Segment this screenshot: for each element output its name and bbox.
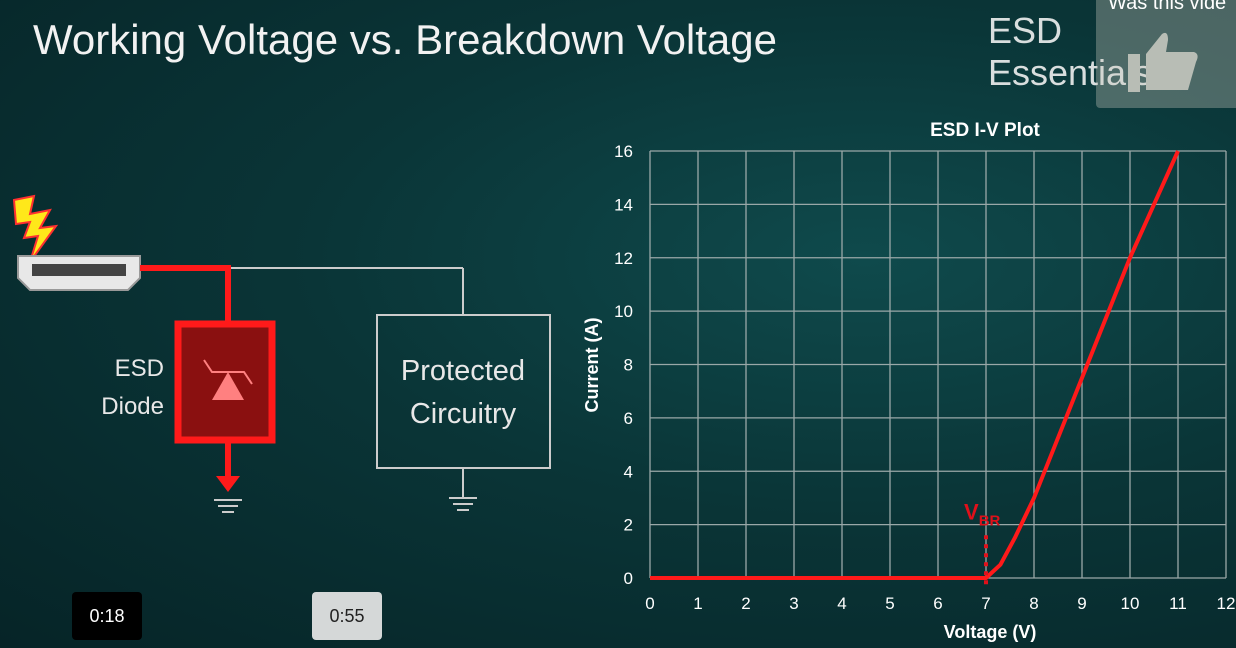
- x-tick-label: 2: [741, 594, 750, 613]
- y-tick-label: 10: [614, 302, 633, 321]
- iv-curve: [650, 150, 1180, 580]
- lightning-icon: [12, 194, 59, 263]
- x-tick-label: 8: [1029, 594, 1038, 613]
- x-tick-label: 0: [645, 594, 654, 613]
- y-axis-label: Current (A): [582, 318, 602, 413]
- thumbs-up-icon[interactable]: [1128, 30, 1200, 94]
- x-tick-label: 4: [837, 594, 846, 613]
- tvs-diode-icon: [203, 359, 253, 400]
- slide-title: Working Voltage vs. Breakdown Voltage: [33, 16, 778, 63]
- x-tick-label: 3: [789, 594, 798, 613]
- x-tick-label: 6: [933, 594, 942, 613]
- x-tick-label: 5: [885, 594, 894, 613]
- circuit-label-1: Protected: [401, 355, 525, 387]
- y-tick-label: 12: [614, 249, 633, 268]
- y-tick-label: 6: [624, 409, 633, 428]
- y-tick-label: 8: [624, 356, 633, 375]
- current-time-badge: 0:18: [72, 592, 142, 640]
- x-tick-label: 11: [1169, 594, 1187, 613]
- ground-icon: [214, 499, 242, 513]
- x-tick-label: 7: [981, 594, 990, 613]
- y-tick-label: 0: [624, 569, 633, 588]
- x-axis-label: Voltage (V): [944, 622, 1037, 642]
- circuit-label-2: Circuitry: [410, 398, 517, 430]
- feedback-prompt: Was this vide: [1108, 0, 1227, 14]
- x-tick-label: 1: [693, 594, 702, 613]
- x-tick-label: 10: [1121, 594, 1140, 613]
- diode-label-2: Diode: [101, 393, 164, 420]
- y-tick-label: 14: [614, 195, 633, 214]
- diode-label-1: ESD: [115, 355, 164, 382]
- y-tick-label: 4: [624, 462, 633, 481]
- esd-diagram: ESD Diode Protected Circuitry: [12, 194, 551, 513]
- x-tick-label: 12: [1217, 594, 1236, 613]
- chart-title: ESD I-V Plot: [930, 120, 1040, 141]
- ground-icon: [449, 497, 477, 511]
- hover-time-badge: 0:55: [312, 592, 382, 640]
- x-tick-label: 9: [1077, 594, 1086, 613]
- y-tick-label: 16: [614, 142, 633, 161]
- brand-logo: ESD Essentials: [988, 10, 1153, 93]
- hdmi-connector-icon: [17, 255, 141, 291]
- y-tick-label: 2: [624, 516, 633, 535]
